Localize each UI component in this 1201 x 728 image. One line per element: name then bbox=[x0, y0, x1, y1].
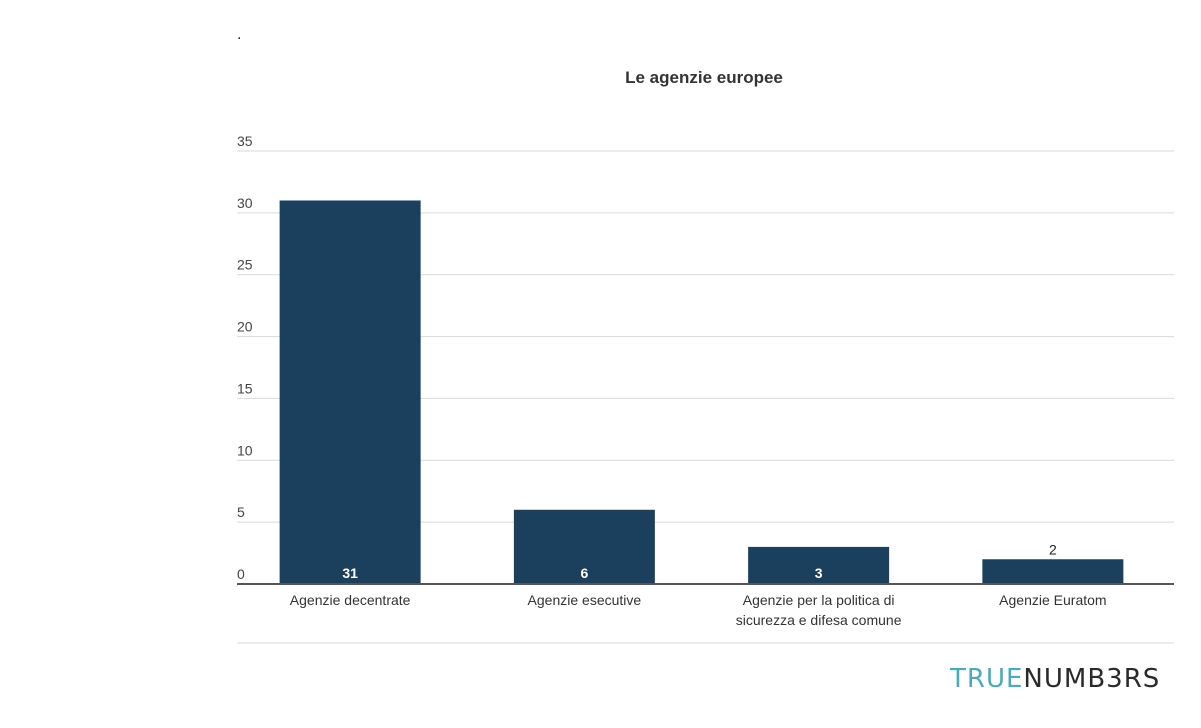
y-tick-label: 35 bbox=[237, 133, 253, 149]
x-tick-label: Agenzie esecutive bbox=[528, 592, 642, 608]
y-tick-label: 20 bbox=[237, 319, 253, 335]
brand-part-numbers: NUMB3RS bbox=[1023, 664, 1161, 694]
y-tick-label: 25 bbox=[237, 257, 253, 273]
y-tick-label: 5 bbox=[237, 504, 245, 520]
y-tick-label: 15 bbox=[237, 380, 253, 396]
x-tick-label: sicurezza e difesa comune bbox=[736, 612, 902, 628]
header-mark: . bbox=[237, 26, 242, 43]
brand-logo: TRUENUMB3RS bbox=[950, 664, 1160, 694]
y-tick-label: 10 bbox=[237, 442, 253, 458]
chart-title: Le agenzie europee bbox=[625, 68, 783, 87]
data-label: 6 bbox=[580, 565, 588, 581]
x-tick-label: Agenzie per la politica di bbox=[743, 592, 895, 608]
bar bbox=[748, 546, 890, 584]
brand-part-true: TRUE bbox=[950, 664, 1024, 694]
bar bbox=[279, 200, 421, 584]
x-tick-label: Agenzie Euratom bbox=[999, 592, 1106, 608]
y-tick-label: 0 bbox=[237, 566, 245, 582]
data-label: 31 bbox=[342, 565, 358, 581]
data-label: 2 bbox=[1049, 541, 1057, 557]
y-tick-label: 30 bbox=[237, 195, 253, 211]
bar bbox=[513, 509, 655, 584]
bar bbox=[982, 559, 1124, 584]
x-tick-label: Agenzie decentrate bbox=[290, 592, 411, 608]
data-label: 3 bbox=[815, 565, 823, 581]
